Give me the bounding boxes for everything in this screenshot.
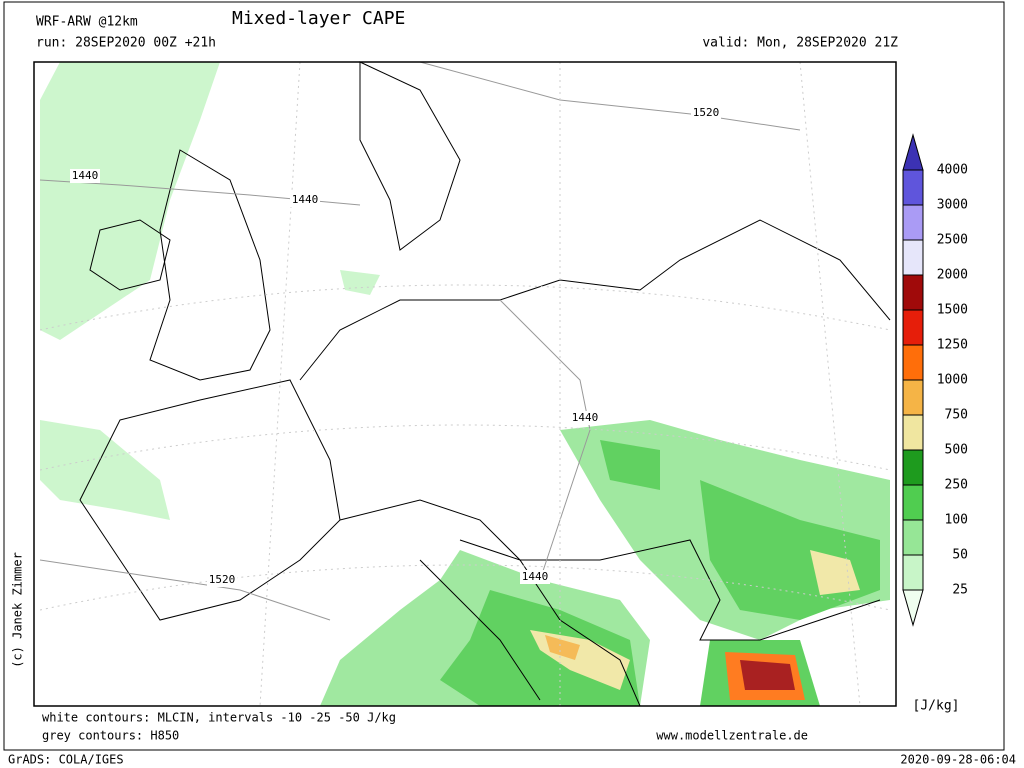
field bbox=[810, 550, 860, 595]
colorbar-label: 3000 bbox=[937, 198, 968, 213]
contour-label-bg bbox=[570, 411, 600, 425]
run-label: run: 28SEP2020 00Z +21h bbox=[36, 36, 216, 51]
contour-label: 1520 bbox=[693, 106, 720, 119]
valid-label: valid: Mon, 28SEP2020 21Z bbox=[702, 36, 898, 51]
model-label: WRF-ARW @12km bbox=[36, 15, 138, 30]
field bbox=[545, 635, 580, 660]
colorbar-label: 2500 bbox=[937, 233, 968, 248]
colorbar-label: 1000 bbox=[937, 373, 968, 388]
contour-label: 1440 bbox=[572, 411, 599, 424]
field bbox=[40, 62, 220, 340]
colorbar-band bbox=[902, 344, 924, 381]
coastline bbox=[299, 219, 891, 381]
map: 1440 1440 1520 1440 1440 1520 bbox=[33, 61, 897, 707]
contour-label: 1520 bbox=[209, 573, 236, 586]
coastline bbox=[149, 149, 271, 381]
colorbar-label: 1250 bbox=[937, 338, 968, 353]
colorbar-label: 25 bbox=[952, 583, 968, 598]
contour bbox=[499, 299, 591, 581]
colorbar-band bbox=[902, 554, 924, 591]
contour-label: 1440 bbox=[72, 169, 99, 182]
legend-line-1: white contours: MLCIN, intervals -10 -25… bbox=[42, 711, 396, 725]
field bbox=[740, 660, 795, 690]
contour-label-bg bbox=[207, 573, 237, 587]
colorbar-unit: [J/kg] bbox=[913, 699, 960, 714]
map-frame bbox=[33, 61, 897, 707]
contour bbox=[419, 61, 801, 131]
field bbox=[600, 440, 660, 490]
colorbar-band bbox=[902, 414, 924, 451]
timestamp: 2020-09-28-06:04 bbox=[900, 753, 1016, 767]
colorbar-end bbox=[902, 133, 924, 171]
colorbar-band bbox=[902, 449, 924, 486]
outer-frame bbox=[3, 1, 1005, 751]
site: www.modellzentrale.de bbox=[656, 729, 808, 743]
colorbar-label: 750 bbox=[945, 408, 968, 423]
colorbar-band bbox=[902, 239, 924, 276]
coastline bbox=[79, 379, 341, 621]
contour-label-bg bbox=[70, 169, 100, 183]
contour-label: 1440 bbox=[522, 570, 549, 583]
colorbar-label: 1500 bbox=[937, 303, 968, 318]
legend-line-2: grey contours: H850 bbox=[42, 729, 179, 743]
colorbar-label: 2000 bbox=[937, 268, 968, 283]
colorbar-label: 250 bbox=[945, 478, 968, 493]
contour-label: 1440 bbox=[292, 193, 319, 206]
h850-contours bbox=[39, 61, 801, 621]
grads-label: GrADS: COLA/IGES bbox=[8, 753, 124, 767]
coastline bbox=[419, 559, 541, 701]
contour-label-bg bbox=[691, 106, 721, 120]
colorbar-band bbox=[902, 519, 924, 556]
field bbox=[340, 270, 380, 295]
credit: (c) Janek Zimmer bbox=[11, 552, 25, 668]
colorbar: 25 50 100 250 500 750 1000 1250 1500 2000 2500 3000… bbox=[902, 133, 968, 627]
colorbar-label: 50 bbox=[952, 548, 968, 563]
colorbar-band bbox=[902, 484, 924, 521]
coastline bbox=[359, 61, 461, 251]
colorbar-band bbox=[902, 379, 924, 416]
colorbar-band bbox=[902, 169, 924, 206]
colorbar-band bbox=[902, 309, 924, 346]
contour-labels: 1440 1440 1520 1440 1440 1520 bbox=[70, 106, 721, 587]
colorbar-label: 100 bbox=[945, 513, 968, 528]
colorbar-band bbox=[902, 274, 924, 311]
contour bbox=[39, 559, 331, 621]
colorbar-label: 500 bbox=[945, 443, 968, 458]
contour-label-bg bbox=[290, 193, 320, 207]
field bbox=[40, 420, 170, 520]
colorbar-label: 4000 bbox=[937, 163, 968, 178]
coastline bbox=[89, 219, 171, 291]
contour-label-bg bbox=[520, 570, 550, 584]
title: Mixed-layer CAPE bbox=[232, 8, 405, 29]
colorbar-band bbox=[902, 204, 924, 241]
